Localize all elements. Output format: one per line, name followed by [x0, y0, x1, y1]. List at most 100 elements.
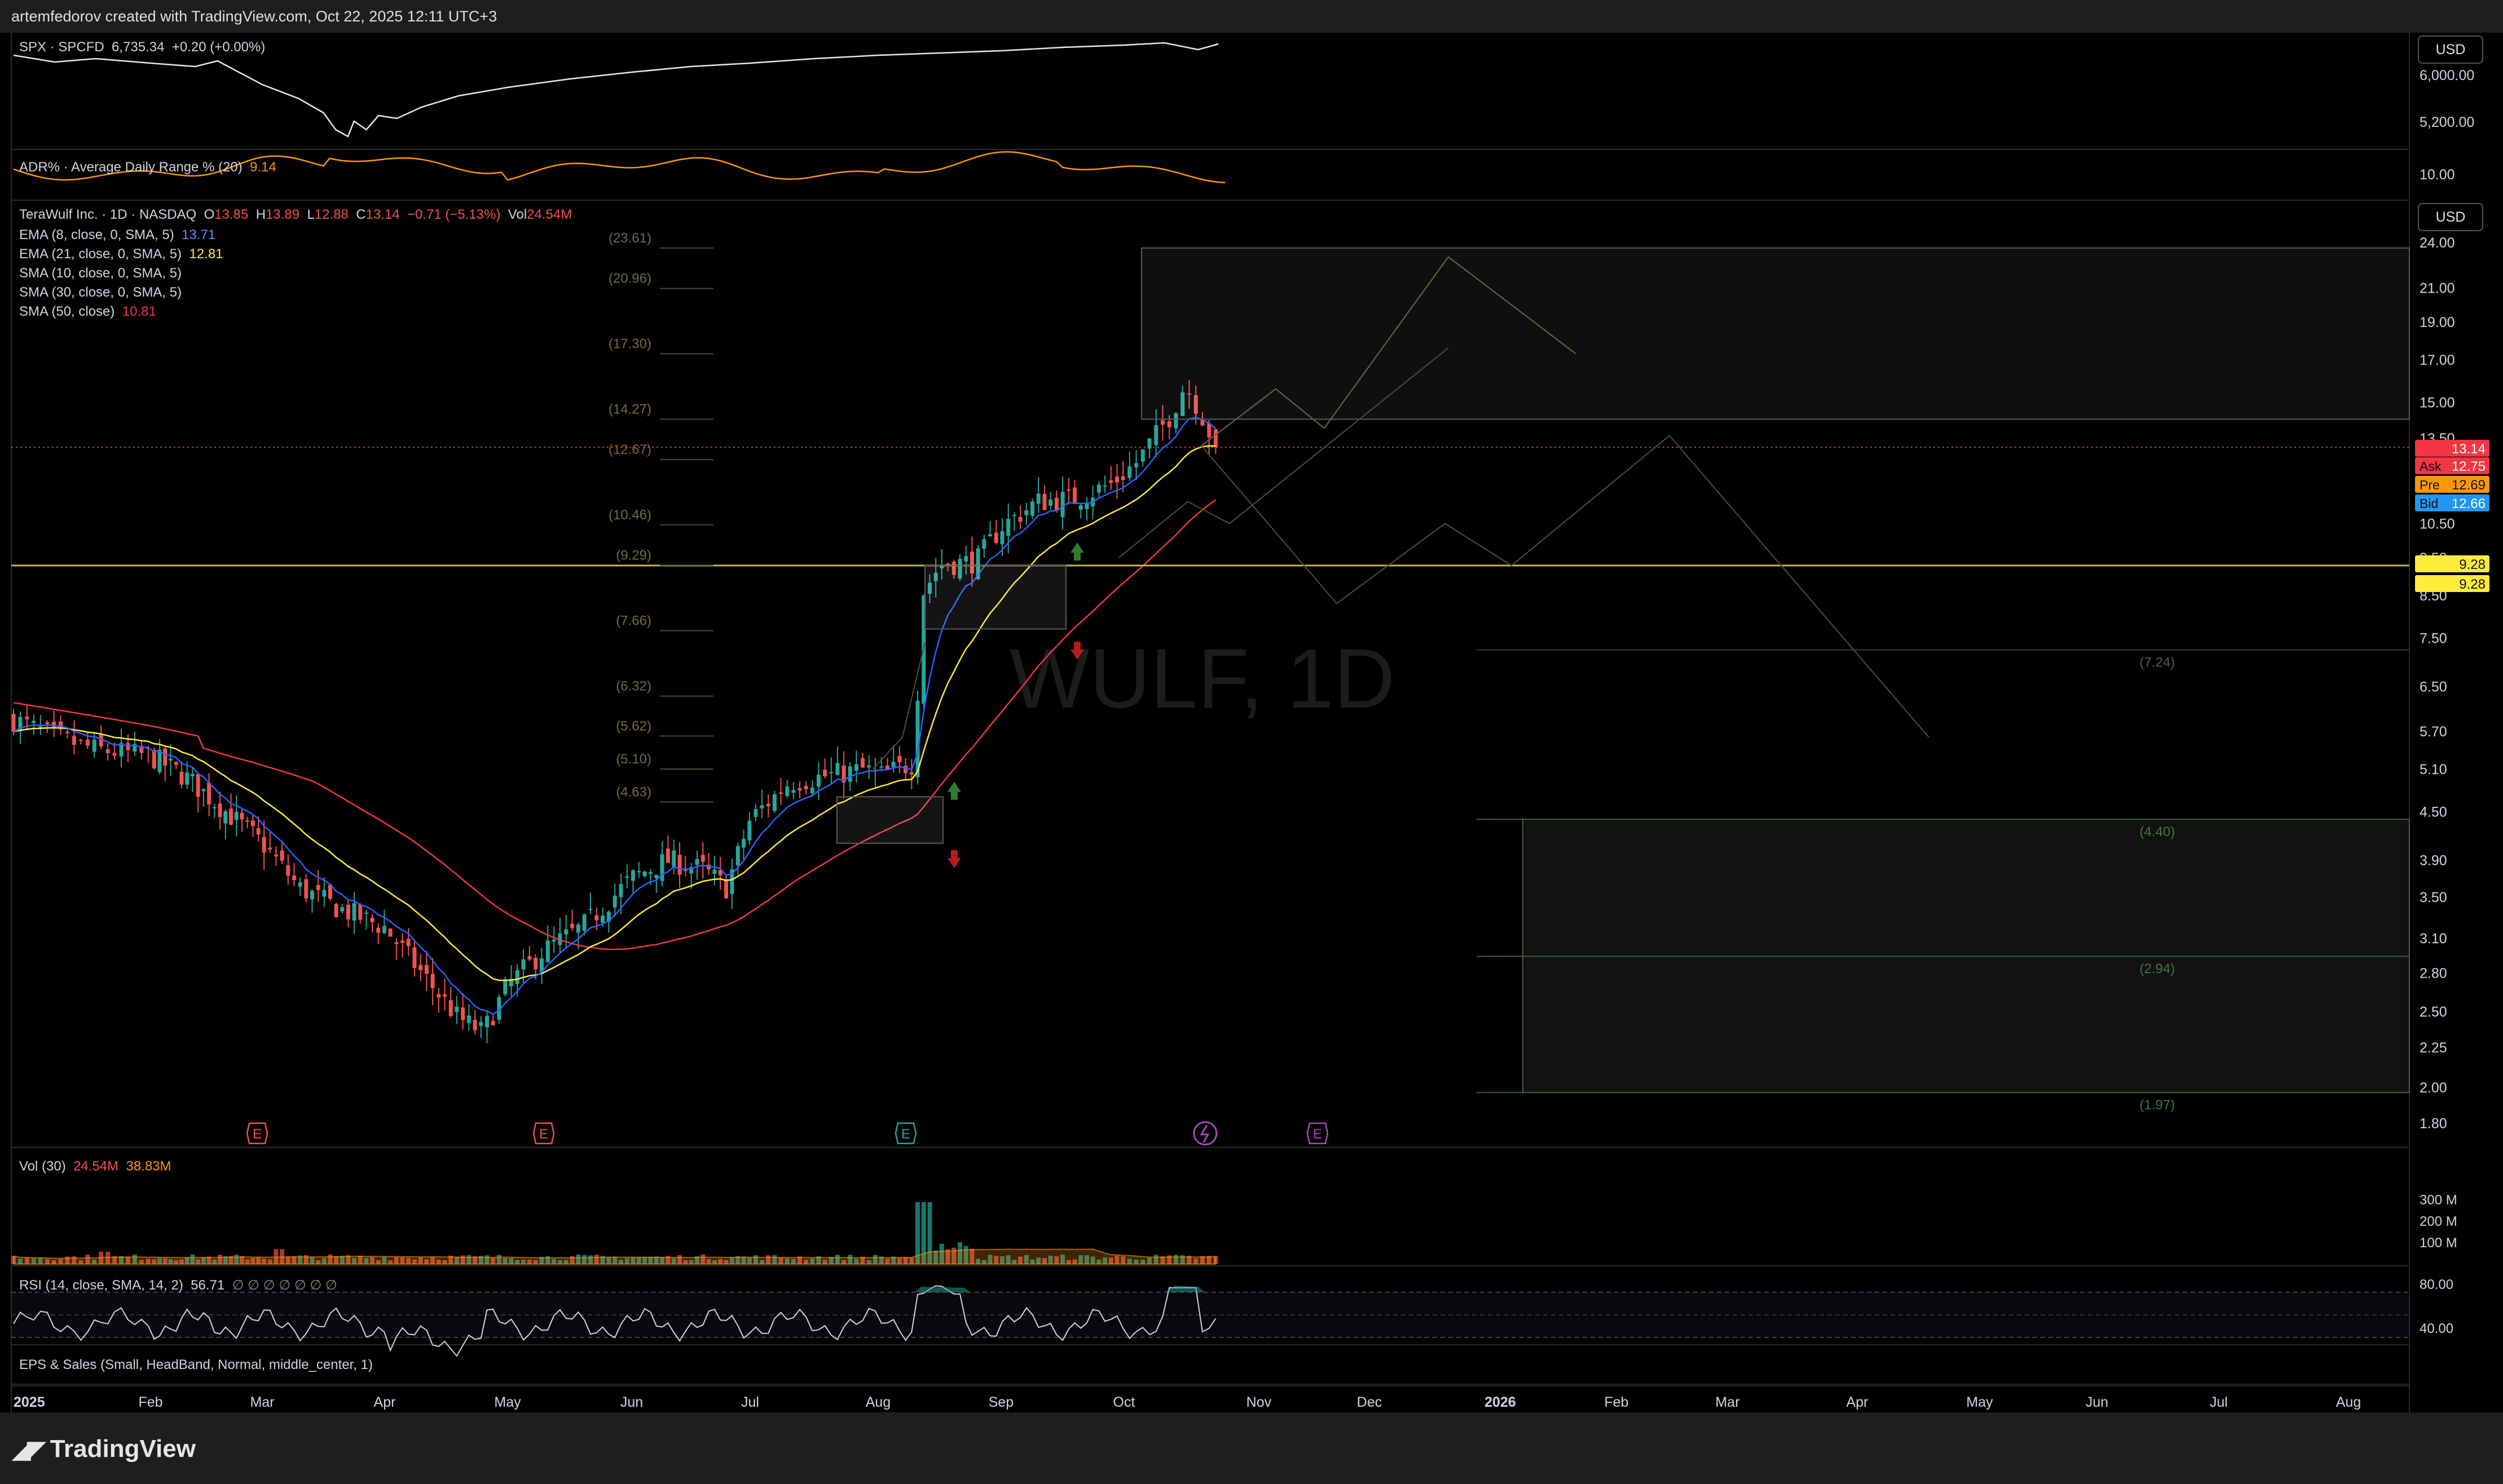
earnings-marker-label: E	[901, 1127, 910, 1142]
sell-arrow-icon	[948, 850, 961, 868]
eps-legend[interactable]: EPS & Sales (Small, HeadBand, Normal, mi…	[19, 1357, 373, 1373]
volume-bar	[772, 1255, 777, 1264]
rsi-overbought-fill	[915, 1287, 971, 1292]
price-axis-tick: 24.00	[2420, 235, 2455, 251]
indicator-ema21[interactable]: EMA (21, close, 0, SMA, 5) 12.81	[19, 245, 223, 264]
volume-bar	[677, 1255, 682, 1264]
indicator-value: 13.71	[182, 227, 216, 242]
time-axis-tick: Jul	[741, 1394, 759, 1410]
candle-body	[455, 1006, 459, 1012]
volume-axis-tick: 100 M	[2420, 1235, 2457, 1251]
fib-level-label: (20.96)	[609, 271, 651, 286]
candle-body	[672, 850, 676, 867]
volume-bar	[933, 1250, 938, 1264]
candle-body	[689, 867, 694, 874]
volume-bar	[179, 1259, 184, 1264]
candle-body	[891, 761, 896, 767]
volume-bar	[436, 1260, 441, 1264]
candle-body	[240, 812, 244, 819]
candle-body	[218, 803, 222, 818]
candle-body	[904, 766, 908, 774]
volume-bar	[1030, 1259, 1035, 1264]
volume-bar	[1000, 1256, 1005, 1264]
indicator-sma10[interactable]: SMA (10, close, 0, SMA, 5)	[19, 264, 223, 283]
candle-body	[576, 924, 580, 933]
resistance-zone-box	[1141, 247, 2410, 420]
volume-bar	[85, 1255, 90, 1264]
volume-bar	[804, 1260, 809, 1264]
volume-bar	[533, 1260, 538, 1264]
candle-body	[753, 809, 758, 817]
candle-body	[92, 739, 96, 752]
candle-body	[612, 895, 617, 908]
candle-body	[99, 734, 103, 747]
volume-bar	[631, 1257, 636, 1264]
volume-bar	[563, 1260, 569, 1264]
candle-body	[712, 869, 717, 874]
main-legend[interactable]: TeraWulf Inc. · 1D · NASDAQ O13.85 H13.8…	[19, 207, 572, 223]
price-tag	[2415, 440, 2489, 457]
volume-bar	[1127, 1258, 1132, 1264]
volume-bar	[822, 1260, 827, 1264]
indicator-label: SMA (10, close, 0, SMA, 5)	[19, 266, 182, 281]
volume-bar	[766, 1255, 771, 1264]
adr-legend[interactable]: ADR% · Average Daily Range % (20) 9.14	[19, 160, 276, 175]
candle-body	[346, 904, 350, 920]
target-level-label: (1.97)	[2140, 1098, 2175, 1113]
currency-button-spx[interactable]: USD	[2418, 36, 2483, 64]
volume-bar	[223, 1256, 228, 1264]
indicator-sma30[interactable]: SMA (30, close, 0, SMA, 5)	[19, 283, 223, 302]
candle-body	[1115, 476, 1120, 483]
candle-body	[1018, 517, 1023, 522]
volume-bar	[552, 1259, 557, 1264]
candle-body	[105, 749, 110, 753]
spx-legend[interactable]: SPX · SPCFD 6,735.34 +0.20 (+0.00%)	[19, 39, 265, 55]
projection-path-upper	[1201, 256, 1576, 447]
candle-body	[1030, 501, 1035, 516]
chart-canvas[interactable]: 6,000.00 5,200.00 10.00 24.00 21.00 19.00 17.0…	[0, 33, 2503, 1445]
volume-bar	[695, 1256, 700, 1264]
ema8-line	[13, 417, 1217, 1015]
price-axis-tick: 2.50	[2420, 1004, 2447, 1020]
volume-bar	[454, 1257, 459, 1264]
volume-bar	[724, 1260, 729, 1264]
rsi-legend[interactable]: RSI (14, close, SMA, 14, 2) 56.71 ∅ ∅ ∅ …	[19, 1277, 337, 1293]
projection-path-base	[872, 642, 926, 770]
candle-body	[1154, 425, 1158, 445]
price-tag	[2415, 494, 2489, 511]
volume-bar	[854, 1258, 859, 1264]
candle-body	[157, 749, 162, 772]
price-axis-tick: 19.00	[2420, 315, 2455, 330]
currency-button-main[interactable]: USD	[2418, 203, 2483, 231]
volume-bar	[545, 1256, 550, 1264]
candle-body	[292, 875, 296, 881]
time-axis-tick: Nov	[1246, 1394, 1272, 1410]
candle-body	[1161, 420, 1165, 425]
time-axis-tick: Aug	[866, 1394, 891, 1410]
earnings-marker-label: E	[1313, 1127, 1322, 1142]
volume-bar	[162, 1258, 168, 1264]
volume-bar	[168, 1259, 173, 1264]
candle-body	[1127, 466, 1132, 478]
volume-bar	[45, 1259, 50, 1264]
price-tag-label: Bid	[2420, 496, 2438, 511]
price-tag	[2415, 575, 2489, 592]
candle-body	[654, 874, 659, 878]
volume-bar	[1140, 1260, 1145, 1264]
indicator-ema8[interactable]: EMA (8, close, 0, SMA, 5) 13.71	[19, 226, 223, 245]
sell-arrow-icon	[1070, 642, 1084, 660]
time-axis-tick: Apr	[1847, 1394, 1869, 1410]
candle-body	[1085, 503, 1089, 509]
candle-body	[625, 876, 629, 878]
volume-bar	[303, 1255, 309, 1264]
tradingview-brand[interactable]: ◢◤ TradingView	[12, 1435, 196, 1463]
candle-body	[59, 721, 63, 730]
volume-bar	[1006, 1255, 1011, 1264]
candle-body	[256, 828, 261, 834]
volume-bar	[879, 1256, 884, 1264]
candle-body	[358, 904, 363, 920]
indicator-sma50[interactable]: SMA (50, close) 10.81	[19, 302, 223, 321]
volume-legend[interactable]: Vol (30) 24.54M 38.83M	[19, 1159, 171, 1174]
candle-body	[394, 942, 399, 944]
price-axis-tick: 2.80	[2420, 966, 2447, 982]
